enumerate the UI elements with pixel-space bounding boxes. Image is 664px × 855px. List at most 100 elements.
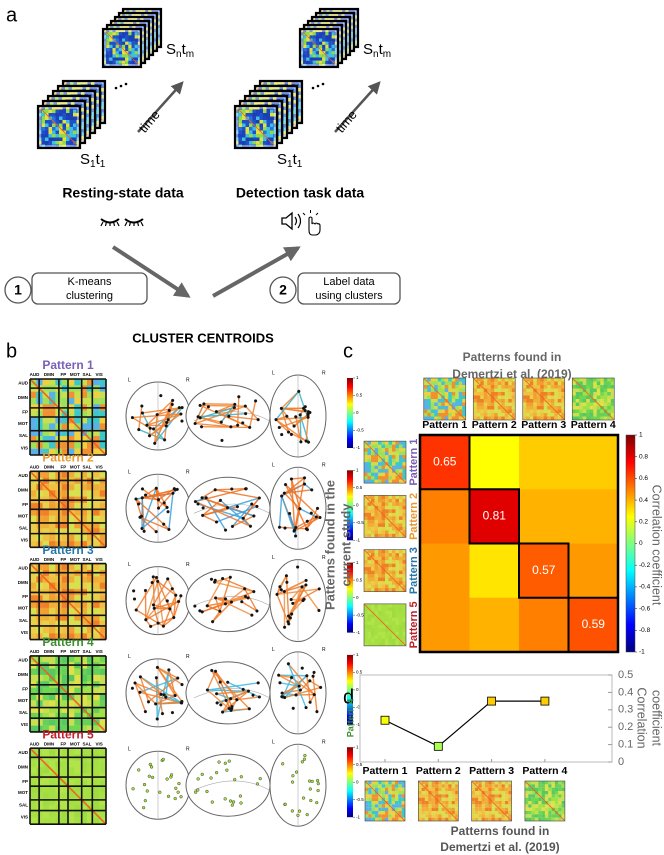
brain-node [231,800,236,804]
brain-edge [201,426,250,429]
dot [321,82,325,86]
module-label: MOT [70,741,80,746]
brain-edge [291,477,305,480]
module-label: VIS [21,815,28,820]
brain-node [140,487,145,491]
brain-node [150,580,154,585]
frame-edge [236,107,276,147]
colorbar-tick-label: 0 [356,502,359,507]
colorbar-tick-label: 0.5 [356,670,363,675]
sound-waves [294,213,302,229]
brain-node [282,491,286,495]
frame-edge [104,30,140,66]
brain-node [174,593,178,597]
heatmap-cell [519,489,569,544]
brain-edge [219,499,251,527]
brain-node [167,668,171,672]
brain-node [241,516,245,520]
module-label: FP [22,779,28,784]
colorbar [347,562,353,633]
brain-edge [278,674,300,687]
brain-node [289,597,293,602]
colorbar-tick-label: 0 [356,595,359,600]
colorbar-tick-label: 0 [356,779,359,784]
eyelash [116,221,120,227]
brain-node [153,441,157,445]
module-label: SAL [19,802,28,807]
brain-edge [249,400,257,428]
brain-node [149,765,154,769]
module-label: DMN [44,464,54,469]
module-label: SAL [19,433,28,438]
step-text: Label data [323,276,375,288]
y-tick-label: 0.5 [618,669,633,681]
brain-node [175,487,179,492]
brain-node [173,693,177,698]
brain-node [302,757,307,761]
brain-edge [201,489,216,499]
colorbar-tick-label: -0.5 [356,797,364,802]
brain-node [198,609,202,613]
module-label: SAL [19,618,28,623]
brain-edge [138,405,143,430]
brain-node [164,695,168,699]
brain-edge [195,422,231,428]
brain-edge [145,588,173,621]
label-part: 1 [100,159,106,170]
flow-arrow [111,245,191,298]
brain-node [312,670,316,674]
heatmap-cell [519,543,569,599]
colorbar-tick-label: -0.5 [356,428,364,433]
brain-edge [287,663,315,696]
brain-node [298,688,302,692]
brain-node [309,798,313,803]
brain-edge [212,601,232,623]
colorbar [347,747,353,818]
brain-node [258,777,262,781]
brain-node [241,687,245,692]
brain-edge [152,578,169,606]
brain-node [160,712,165,716]
brain-node [233,777,237,782]
colorbar-tick-label: -1 [356,445,360,450]
brain-edge [231,503,253,527]
step-text: clustering [66,290,113,302]
brain-node [235,505,240,509]
brain-node [176,790,180,794]
brain-node [162,501,166,505]
y-tick-label: 0.3 [618,704,633,716]
brain-node [280,695,284,699]
brain-node [196,502,200,506]
cell-label: 0.59 [582,617,606,631]
brain-node [230,803,234,807]
data-title: Detection task data [236,185,365,201]
brain-edge [157,666,179,679]
brain-node [151,775,155,780]
brain-node [205,688,210,692]
hemisphere-label: R [186,654,190,660]
module-label: VIS [21,445,28,450]
brain-edge [236,396,240,426]
brain-node [283,695,287,700]
brain-edge [140,676,183,704]
colorbar-tick-label: 0.8 [639,453,648,460]
step-number: 2 [279,282,287,298]
brain-edge [206,689,232,711]
brain-edge [202,514,217,523]
brain-node [140,496,144,500]
brain-node [196,777,200,781]
brain-edge [134,682,147,712]
brain-node [300,760,304,764]
brain-node [145,423,149,427]
frame-edge [301,30,337,66]
module-label: FP [61,649,67,654]
brain-node [166,510,170,514]
dot [316,84,320,88]
cell-label: 0.65 [433,454,457,468]
brain-node [279,588,283,592]
hemisphere-label: L [272,740,275,746]
brain-node [297,684,301,688]
brain-node [251,693,255,697]
brain-edge [275,416,309,421]
colorbar-tick-label: 0.5 [356,762,363,767]
